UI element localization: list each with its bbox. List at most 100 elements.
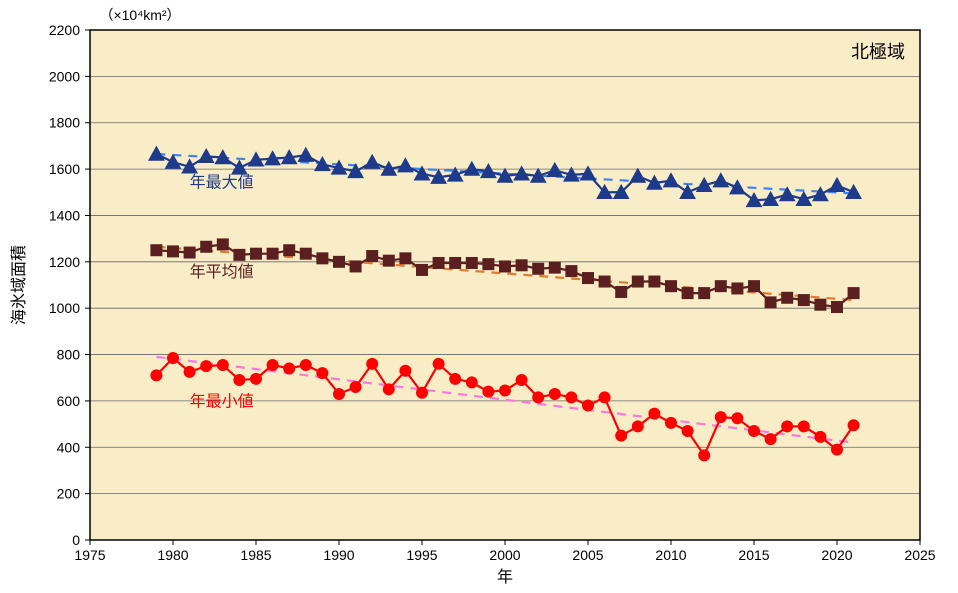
marker-mean (300, 248, 312, 260)
chart-container: 0200400600800100012001400160018002000220… (0, 0, 958, 593)
marker-min (765, 433, 777, 445)
y-tick-label: 1600 (49, 161, 80, 177)
marker-min (416, 387, 428, 399)
x-tick-label: 1990 (323, 547, 354, 563)
marker-mean (217, 238, 229, 250)
x-tick-label: 1980 (157, 547, 188, 563)
marker-min (549, 388, 561, 400)
marker-mean (765, 296, 777, 308)
x-tick-label: 2015 (738, 547, 769, 563)
marker-min (167, 352, 179, 364)
y-axis-title: 海氷域面積 (10, 245, 28, 325)
marker-min (632, 420, 644, 432)
region-label: 北極域 (851, 42, 905, 62)
x-tick-label: 2005 (572, 547, 603, 563)
marker-min (233, 374, 245, 386)
y-tick-label: 1000 (49, 300, 80, 316)
marker-min (466, 376, 478, 388)
marker-mean (283, 244, 295, 256)
marker-min (682, 425, 694, 437)
marker-mean (516, 259, 528, 271)
marker-min (715, 411, 727, 423)
x-tick-label: 1995 (406, 547, 437, 563)
marker-min (731, 412, 743, 424)
marker-mean (532, 263, 544, 275)
marker-min (848, 419, 860, 431)
plot-area (90, 30, 920, 540)
x-tick-label: 2020 (821, 547, 852, 563)
marker-min (599, 391, 611, 403)
marker-mean (549, 262, 561, 274)
marker-min (150, 369, 162, 381)
marker-mean (781, 292, 793, 304)
marker-min (648, 408, 660, 420)
series-label-max: 年最大値 (190, 174, 254, 192)
marker-mean (383, 255, 395, 267)
marker-mean (466, 257, 478, 269)
marker-mean (416, 264, 428, 276)
marker-mean (250, 248, 262, 260)
marker-min (781, 420, 793, 432)
y-tick-label: 200 (57, 486, 81, 502)
marker-mean (399, 252, 411, 264)
y-tick-label: 1800 (49, 115, 80, 131)
x-tick-label: 2010 (655, 547, 686, 563)
y-tick-label: 0 (72, 532, 80, 548)
marker-mean (267, 248, 279, 260)
marker-min (399, 365, 411, 377)
marker-min (582, 400, 594, 412)
marker-min (333, 388, 345, 400)
marker-min (217, 359, 229, 371)
marker-mean (848, 287, 860, 299)
marker-min (366, 358, 378, 370)
marker-min (250, 373, 262, 385)
marker-mean (350, 260, 362, 272)
y-tick-label: 800 (57, 347, 81, 363)
marker-mean (798, 294, 810, 306)
marker-min (565, 391, 577, 403)
y-tick-label: 1200 (49, 254, 80, 270)
marker-mean (482, 258, 494, 270)
x-tick-label: 1985 (240, 547, 271, 563)
series-label-mean: 年平均値 (190, 263, 254, 281)
marker-mean (184, 247, 196, 259)
marker-mean (582, 272, 594, 284)
y-tick-label: 1400 (49, 207, 80, 223)
marker-min (383, 383, 395, 395)
marker-mean (715, 280, 727, 292)
x-tick-label: 2000 (489, 547, 520, 563)
marker-min (665, 417, 677, 429)
marker-mean (167, 245, 179, 257)
marker-min (482, 386, 494, 398)
marker-min (798, 420, 810, 432)
marker-min (267, 359, 279, 371)
marker-mean (632, 276, 644, 288)
marker-min (814, 431, 826, 443)
marker-min (283, 362, 295, 374)
marker-min (350, 381, 362, 393)
marker-min (184, 366, 196, 378)
y-unit-label: （×10⁴km²） (99, 7, 180, 23)
marker-mean (200, 241, 212, 253)
marker-mean (499, 260, 511, 272)
marker-min (449, 373, 461, 385)
x-tick-label: 1975 (74, 547, 105, 563)
marker-mean (748, 280, 760, 292)
marker-min (433, 358, 445, 370)
marker-mean (731, 282, 743, 294)
marker-mean (316, 252, 328, 264)
marker-mean (599, 276, 611, 288)
marker-mean (665, 280, 677, 292)
marker-mean (449, 257, 461, 269)
marker-min (300, 359, 312, 371)
marker-mean (814, 299, 826, 311)
x-tick-label: 2025 (904, 547, 935, 563)
marker-min (748, 425, 760, 437)
marker-mean (366, 250, 378, 262)
y-tick-label: 2200 (49, 22, 80, 38)
y-tick-label: 600 (57, 393, 81, 409)
marker-min (316, 367, 328, 379)
marker-mean (648, 276, 660, 288)
marker-mean (565, 265, 577, 277)
marker-min (831, 444, 843, 456)
